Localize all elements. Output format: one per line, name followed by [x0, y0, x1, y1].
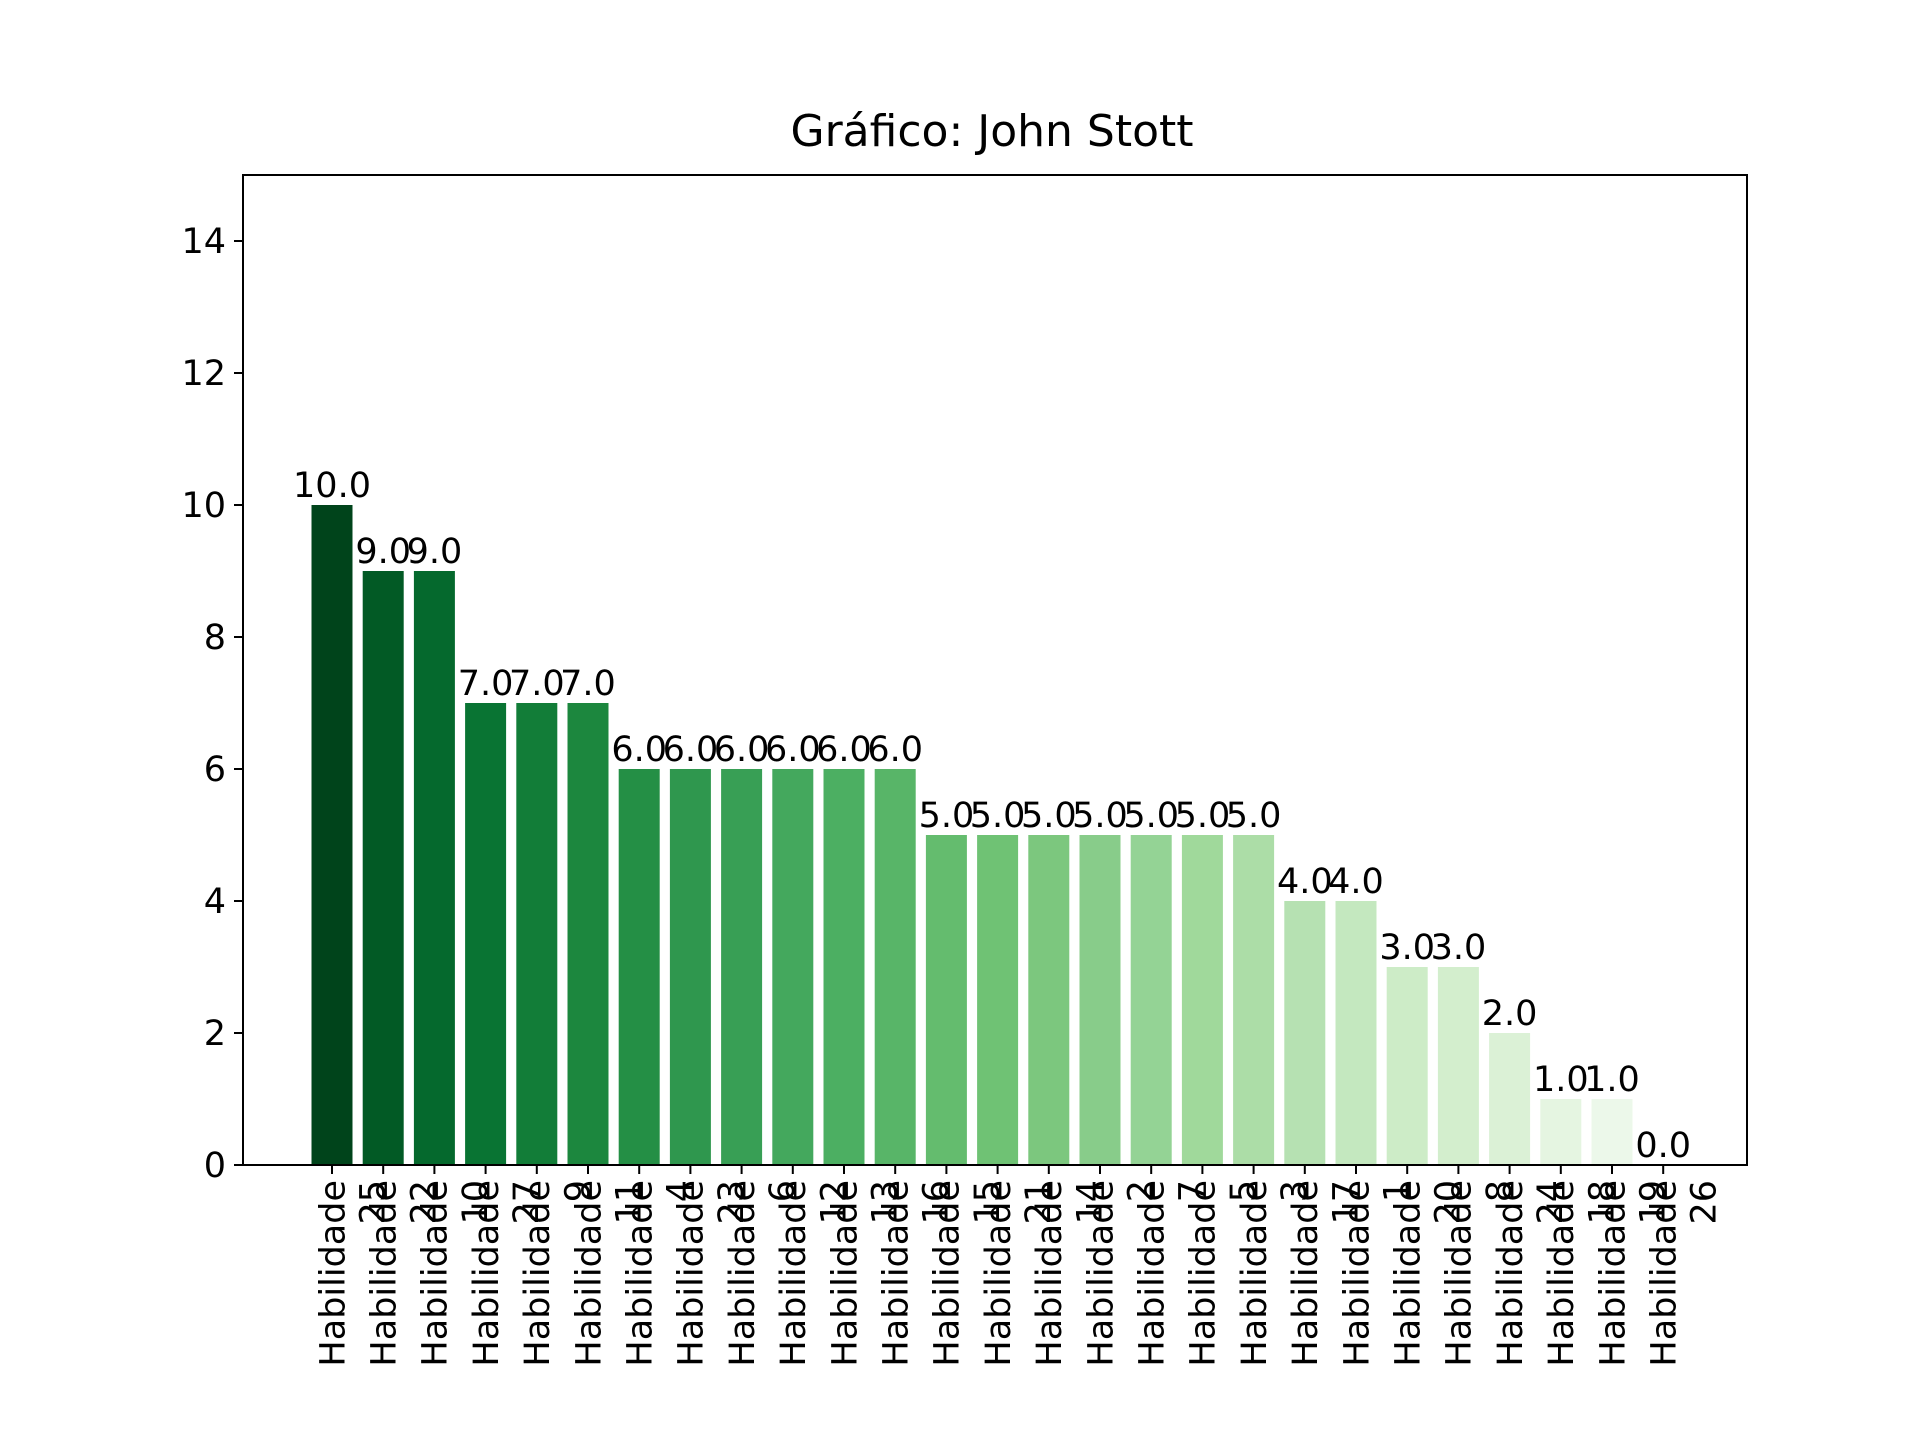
x-tick-label: Habilidade5: [1184, 1180, 1264, 1367]
bar-value-label: 1.0: [1584, 1060, 1640, 1100]
bar-value-label: 6.0: [714, 730, 770, 770]
y-tick-label: 8: [204, 618, 226, 658]
bar-value-label: 6.0: [816, 730, 872, 770]
x-tick-label: Habilidade11: [569, 1180, 649, 1367]
bar: [823, 769, 865, 1165]
bar: [311, 505, 353, 1165]
bar: [1540, 1099, 1582, 1165]
bar-value-label: 1.0: [1533, 1060, 1589, 1100]
bar: [1284, 901, 1326, 1165]
x-axis: Habilidade25Habilidade22Habilidade10Habi…: [313, 1165, 1725, 1367]
x-tick-label: Habilidade10: [416, 1180, 496, 1367]
y-axis: 0 2 4 6 8 10 12 14: [181, 222, 243, 1186]
y-tick-label: 4: [204, 882, 226, 922]
x-tick-label: Habilidade27: [467, 1180, 547, 1367]
x-tick-label: Habilidade19: [1593, 1180, 1673, 1367]
x-tick-label: Habilidade26: [1644, 1180, 1724, 1367]
x-tick-label: Habilidade8: [1440, 1180, 1520, 1367]
bar-value-label: 3.0: [1379, 928, 1435, 968]
x-tick-label: Habilidade23: [672, 1180, 752, 1367]
bar-value-label: 7.0: [458, 664, 514, 704]
bar: [1079, 835, 1121, 1165]
bar-value-label: 5.0: [919, 796, 975, 836]
bar-value-label: 5.0: [1021, 796, 1077, 836]
x-tick-label: Habilidade20: [1388, 1180, 1468, 1367]
bar-value-label: 10.0: [293, 466, 371, 506]
bar-value-label: 5.0: [1226, 796, 1282, 836]
x-tick-label: Habilidade24: [1491, 1180, 1571, 1367]
x-tick-label: Habilidade14: [1030, 1180, 1110, 1367]
x-tick-label: Habilidade2: [1081, 1180, 1161, 1367]
bar-value-label: 3.0: [1431, 928, 1487, 968]
x-tick-label: Habilidade1: [1337, 1180, 1417, 1367]
chart-title: Gráfico: John Stott: [790, 106, 1193, 157]
bar-value-label: 5.0: [1072, 796, 1128, 836]
bar: [516, 703, 558, 1165]
bar-value-label: 7.0: [509, 664, 565, 704]
bar-value-label: 0.0: [1635, 1126, 1691, 1166]
bars-group: [311, 505, 1633, 1165]
bar: [874, 769, 916, 1165]
x-tick-label: Habilidade13: [825, 1180, 905, 1367]
bar: [772, 769, 814, 1165]
bar: [567, 703, 609, 1165]
bar: [413, 571, 455, 1165]
bar-value-label: 6.0: [611, 730, 667, 770]
x-tick-label: Habilidade17: [1286, 1180, 1366, 1367]
x-tick-label: Habilidade9: [518, 1180, 598, 1367]
bar-value-label: 4.0: [1277, 862, 1333, 902]
bar-value-label: 5.0: [1175, 796, 1231, 836]
x-tick-label: Habilidade12: [774, 1180, 854, 1367]
bar-value-label: 2.0: [1482, 994, 1538, 1034]
bar: [1233, 835, 1275, 1165]
bar-value-label: 5.0: [1123, 796, 1179, 836]
bar: [1437, 967, 1479, 1165]
plot-frame: [242, 174, 1748, 1166]
y-tick-label: 12: [181, 354, 226, 394]
bar: [618, 769, 660, 1165]
x-tick-label: Habilidade4: [620, 1180, 700, 1367]
bar-value-labels-group: 10.09.09.07.07.07.06.06.06.06.06.06.05.0…: [293, 466, 1691, 1166]
bar: [721, 769, 763, 1165]
y-tick-label: 2: [204, 1014, 226, 1054]
bar-value-label: 4.0: [1328, 862, 1384, 902]
bar: [465, 703, 507, 1165]
bar-value-label: 9.0: [355, 532, 411, 572]
bar-value-label: 6.0: [663, 730, 719, 770]
bar-value-label: 6.0: [867, 730, 923, 770]
y-tick-label: 14: [181, 222, 226, 262]
bar: [362, 571, 404, 1165]
x-tick-label: Habilidade22: [364, 1180, 444, 1367]
x-tick-label: Habilidade3: [1235, 1180, 1315, 1367]
bar: [669, 769, 711, 1165]
bar: [1386, 967, 1428, 1165]
y-tick-label: 6: [204, 750, 226, 790]
bar: [1335, 901, 1377, 1165]
x-tick-label: Habilidade25: [313, 1180, 393, 1367]
bar: [1591, 1099, 1633, 1165]
x-tick-label: Habilidade15: [928, 1180, 1008, 1367]
bar-value-label: 7.0: [560, 664, 616, 704]
x-tick-label: Habilidade7: [1132, 1180, 1212, 1367]
x-tick-label: Habilidade16: [876, 1180, 956, 1367]
bar: [1130, 835, 1172, 1165]
y-tick-label: 10: [181, 486, 226, 526]
x-tick-label: Habilidade21: [979, 1180, 1059, 1367]
bar: [925, 835, 967, 1165]
bar: [1181, 835, 1223, 1165]
y-tick-label: 0: [204, 1146, 226, 1186]
bar-value-label: 5.0: [970, 796, 1026, 836]
bar-value-label: 6.0: [765, 730, 821, 770]
x-tick-label: Habilidade6: [723, 1180, 803, 1367]
x-tick-label: Habilidade18: [1542, 1180, 1622, 1367]
bar-value-label: 9.0: [407, 532, 463, 572]
bar: [977, 835, 1019, 1165]
bar: [1028, 835, 1070, 1165]
bar: [1489, 1033, 1531, 1165]
